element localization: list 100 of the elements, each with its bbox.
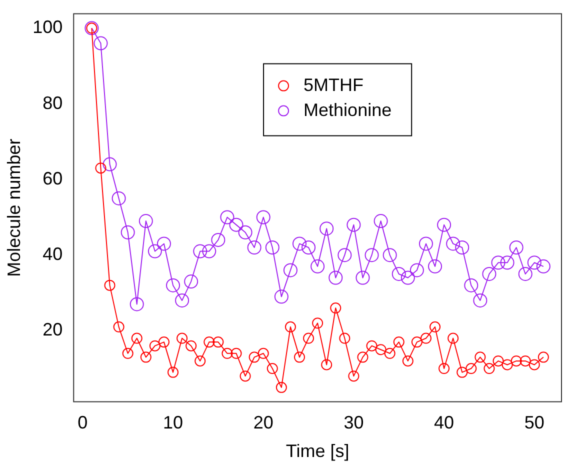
point — [122, 348, 134, 359]
point — [338, 248, 352, 262]
point — [130, 297, 144, 312]
y-tick-label: 100 — [32, 17, 63, 38]
point — [418, 236, 433, 251]
point — [500, 256, 514, 270]
point — [176, 332, 188, 344]
point — [148, 244, 162, 258]
y-tick-label: 80 — [42, 92, 63, 113]
point — [538, 352, 549, 363]
x-tick-label: 30 — [344, 412, 364, 433]
point — [382, 248, 397, 262]
point — [455, 240, 470, 255]
point — [294, 352, 305, 363]
point — [328, 270, 343, 285]
y-tick-label: 40 — [42, 244, 63, 264]
point — [168, 366, 179, 378]
point — [266, 363, 278, 374]
x-tick-label: 50 — [524, 412, 544, 433]
point — [473, 293, 488, 308]
point — [502, 359, 513, 370]
point — [131, 332, 142, 344]
point — [303, 332, 314, 344]
x-tick-label: 40 — [434, 412, 454, 433]
point — [520, 355, 531, 366]
point — [536, 259, 550, 274]
y-axis-title: Molecule number — [4, 138, 24, 277]
point — [204, 336, 215, 348]
point — [229, 218, 244, 232]
point — [194, 355, 206, 366]
point — [104, 280, 116, 291]
point — [491, 256, 506, 270]
point — [339, 332, 350, 344]
point — [284, 321, 296, 332]
point — [464, 278, 478, 292]
point — [384, 348, 396, 359]
legend-label: 5MTHF — [304, 74, 364, 95]
point — [393, 336, 404, 348]
point — [276, 382, 287, 393]
point — [120, 225, 135, 240]
point — [484, 363, 495, 374]
point — [466, 363, 477, 374]
point — [346, 218, 361, 232]
point — [94, 36, 108, 50]
point — [410, 263, 424, 278]
point — [102, 157, 117, 172]
point — [247, 240, 262, 255]
point — [392, 266, 406, 281]
point — [456, 366, 468, 378]
point — [222, 348, 233, 359]
point — [375, 344, 386, 356]
point — [302, 240, 316, 255]
point — [510, 355, 522, 366]
point — [158, 336, 170, 348]
point — [509, 240, 524, 255]
y-tick-label: 20 — [42, 320, 63, 340]
point — [140, 352, 152, 363]
point — [348, 370, 360, 382]
point — [528, 359, 540, 370]
point — [265, 240, 280, 255]
point — [312, 318, 324, 329]
point — [482, 266, 496, 281]
point — [437, 218, 452, 232]
point — [448, 332, 459, 344]
point — [400, 270, 415, 285]
point — [156, 236, 171, 251]
point — [492, 355, 504, 366]
point — [149, 340, 160, 352]
point — [364, 248, 379, 262]
point — [292, 236, 306, 251]
point — [402, 355, 414, 366]
point — [430, 321, 441, 332]
x-tick-label: 20 — [253, 412, 274, 433]
x-axis-title: Time [s] — [286, 441, 350, 462]
point — [256, 210, 270, 224]
point — [438, 363, 450, 374]
point — [240, 370, 251, 382]
point — [283, 263, 298, 278]
point — [420, 332, 432, 344]
point — [330, 302, 342, 314]
point — [274, 290, 288, 304]
point — [374, 214, 388, 228]
point — [446, 236, 460, 251]
point — [321, 359, 332, 370]
point — [166, 278, 180, 292]
point — [411, 336, 422, 348]
point — [527, 256, 542, 270]
point — [193, 244, 208, 258]
point — [230, 348, 242, 359]
x-tick-label: 0 — [78, 412, 88, 433]
point — [186, 340, 197, 352]
x-tick-label: 10 — [162, 412, 184, 433]
point — [212, 336, 224, 348]
point — [258, 348, 269, 359]
point — [238, 225, 252, 240]
point — [211, 232, 226, 247]
point — [320, 222, 334, 236]
point — [112, 191, 126, 206]
point — [474, 352, 486, 363]
point — [95, 162, 106, 174]
